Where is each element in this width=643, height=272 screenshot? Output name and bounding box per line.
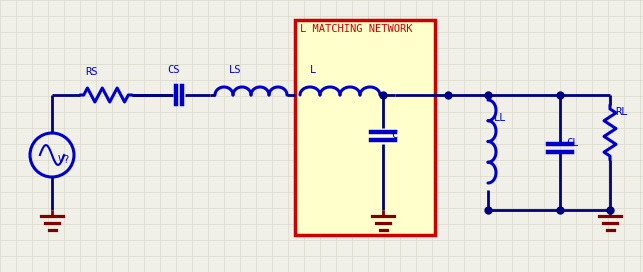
Text: V?: V? [58, 155, 71, 165]
Text: L MATCHING NETWORK: L MATCHING NETWORK [300, 24, 413, 34]
Text: CL: CL [566, 138, 579, 148]
Text: LS: LS [229, 65, 242, 75]
Text: L: L [310, 65, 316, 75]
Text: C: C [391, 130, 397, 140]
Text: RS: RS [85, 67, 98, 77]
FancyBboxPatch shape [295, 20, 435, 235]
Text: CS: CS [167, 65, 179, 75]
Text: RL: RL [615, 107, 628, 117]
Text: LL: LL [494, 113, 507, 123]
